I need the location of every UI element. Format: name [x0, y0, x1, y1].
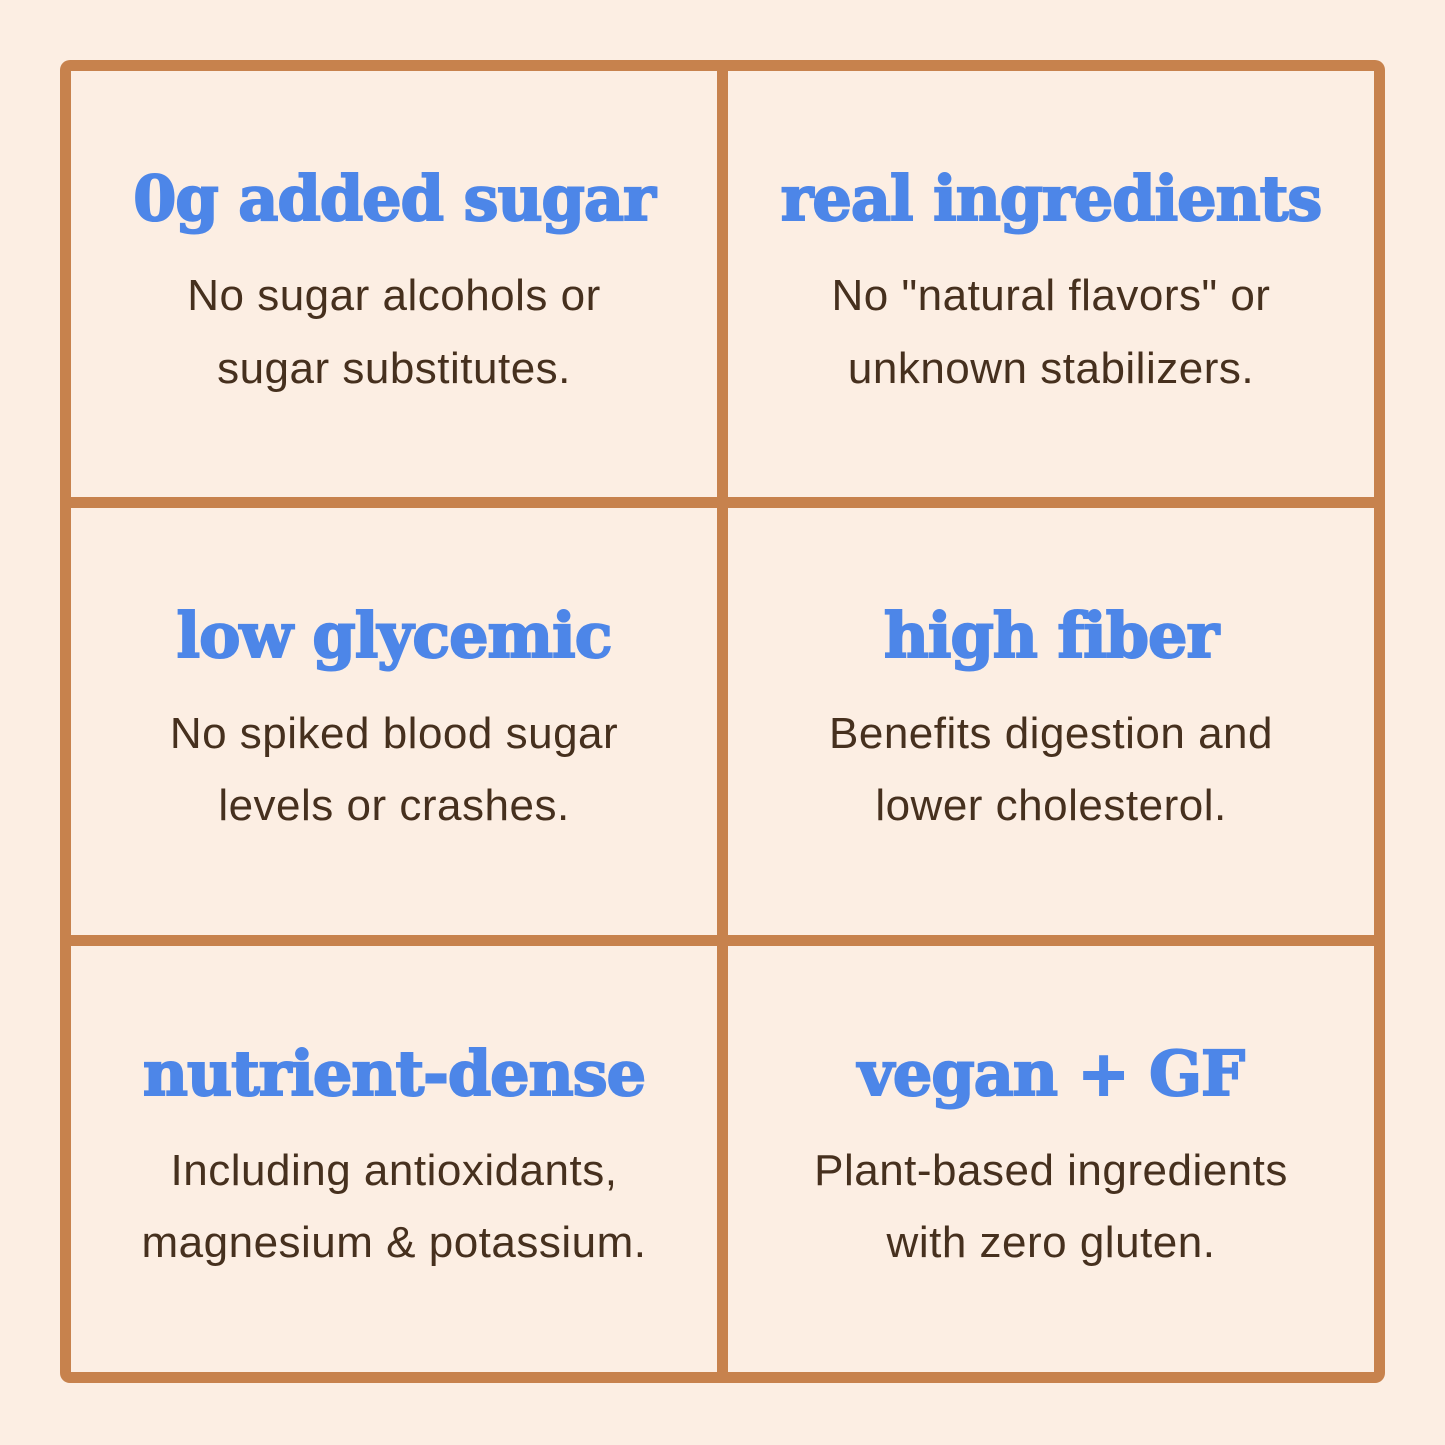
- benefit-card-added-sugar: 0g added sugar No sugar alcohols or suga…: [71, 71, 717, 498]
- card-title: high fiber: [883, 599, 1220, 673]
- card-description-line: No sugar alcohols or: [187, 271, 601, 321]
- card-title: low glycemic: [176, 599, 614, 673]
- benefit-card-high-fiber: high fiber Benefits digestion and lower …: [728, 508, 1374, 935]
- benefit-card-real-ingredients: real ingredients No "natural flavors" or…: [728, 71, 1374, 498]
- card-title: real ingredients: [780, 161, 1323, 236]
- benefit-card-nutrient-dense: nutrient-dense Including antioxidants, m…: [71, 945, 717, 1372]
- card-description-line: No spiked blood sugar: [169, 708, 619, 758]
- benefit-card-vegan-gf: vegan + GF Plant-based ingredients with …: [728, 945, 1374, 1372]
- card-description-line: lower cholesterol.: [875, 781, 1227, 831]
- card-description-line: Including antioxidants,: [170, 1145, 618, 1195]
- card-description-line: unknown stabilizers.: [847, 343, 1255, 393]
- benefits-grid: 0g added sugar No sugar alcohols or suga…: [60, 60, 1385, 1383]
- card-description-line: No "natural flavors" or: [831, 271, 1271, 321]
- card-description-line: with zero gluten.: [886, 1218, 1216, 1268]
- card-title: nutrient-dense: [142, 1036, 647, 1110]
- card-description-line: Plant-based ingredients: [814, 1145, 1288, 1195]
- card-title: vegan + GF: [857, 1036, 1246, 1110]
- card-description-line: sugar substitutes.: [217, 343, 571, 393]
- card-description-line: levels or crashes.: [218, 781, 570, 831]
- card-description-line: Benefits digestion and: [829, 708, 1273, 758]
- card-description-line: magnesium & potassium.: [141, 1218, 647, 1268]
- card-title: 0g added sugar: [132, 161, 657, 236]
- benefit-card-low-glycemic: low glycemic No spiked blood sugar level…: [71, 508, 717, 935]
